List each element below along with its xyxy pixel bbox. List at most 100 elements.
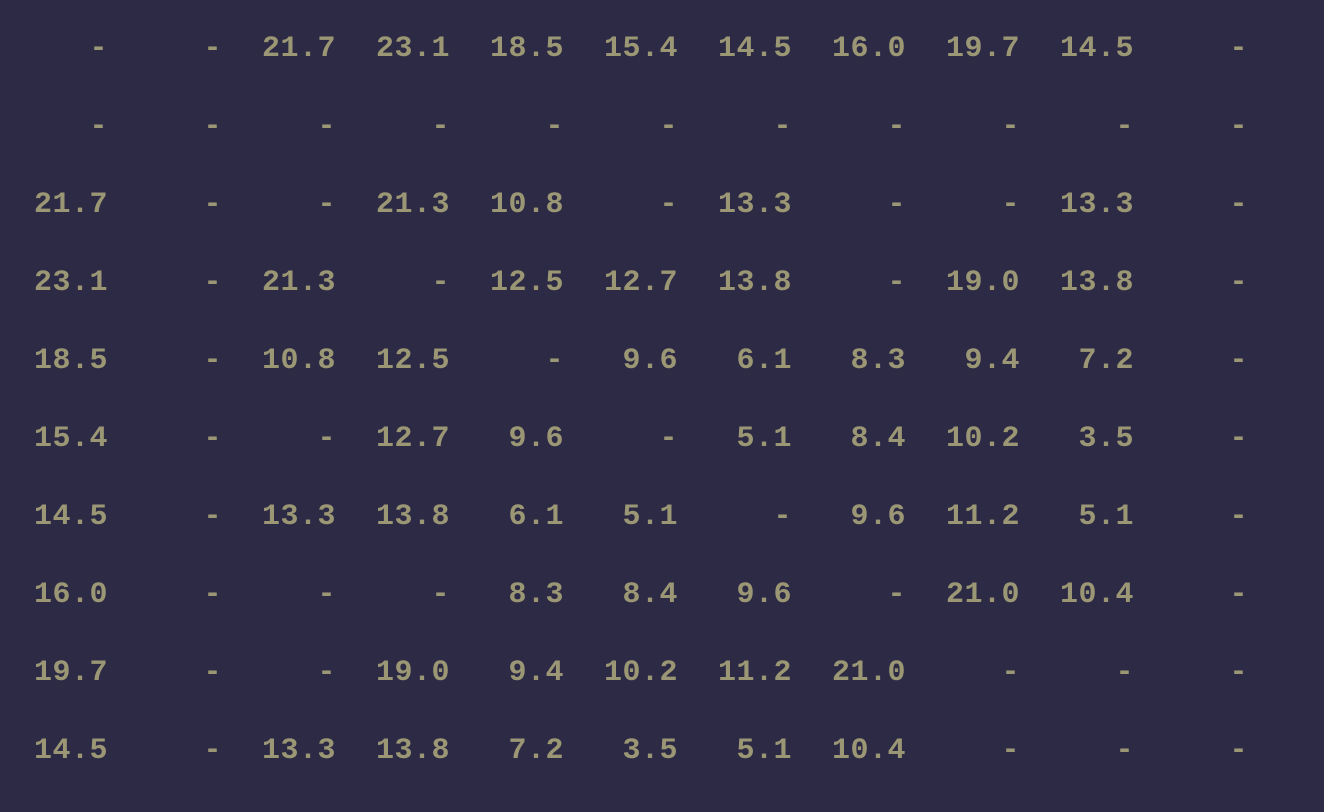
matrix-cell: - — [1144, 32, 1258, 66]
matrix-cell: - — [460, 344, 574, 378]
matrix-cell: 9 — [1258, 578, 1324, 612]
matrix-cell: 8.4 — [802, 422, 916, 456]
matrix-cell: 18.5 — [460, 32, 574, 66]
matrix-cell: 21.3 — [346, 188, 460, 222]
matrix-cell: 19.0 — [346, 656, 460, 690]
matrix-cell: - — [1144, 500, 1258, 534]
matrix-cell: 6.1 — [688, 344, 802, 378]
matrix-cell: - — [1144, 422, 1258, 456]
matrix-cell: 12.7 — [574, 266, 688, 300]
matrix-cell: - — [460, 110, 574, 144]
matrix-cell: 10.2 — [574, 656, 688, 690]
matrix-cell: 11.2 — [688, 656, 802, 690]
matrix-cell: 13.8 — [1030, 266, 1144, 300]
matrix-cell: 15.4 — [4, 422, 118, 456]
matrix-cell: 8.3 — [802, 344, 916, 378]
matrix-cell: 13.8 — [346, 734, 460, 768]
matrix-cell: - — [916, 734, 1030, 768]
matrix-cell: 12 — [1258, 656, 1324, 690]
matrix-cell: 13.3 — [232, 734, 346, 768]
matrix-cell: 13.3 — [1030, 188, 1144, 222]
matrix-cell: - — [802, 188, 916, 222]
matrix-cell: - — [118, 656, 232, 690]
matrix-cell: 14 — [1258, 188, 1324, 222]
matrix-cell: 9.6 — [574, 344, 688, 378]
matrix-cell: 12.5 — [460, 266, 574, 300]
matrix-cell: 14.5 — [1030, 32, 1144, 66]
matrix-row: 18.5-10.812.5-9.66.18.39.47.2-7 — [4, 344, 1324, 422]
matrix-cell: 9 — [1258, 500, 1324, 534]
matrix-cell: 9.4 — [916, 344, 1030, 378]
matrix-cell: 7 — [1258, 344, 1324, 378]
matrix-cell: - — [1030, 734, 1144, 768]
matrix-row: --21.723.118.515.414.516.019.714.5-16 — [4, 32, 1324, 110]
matrix-cell: 14.5 — [688, 32, 802, 66]
matrix-cell: - — [1144, 110, 1258, 144]
matrix-cell: - — [1144, 266, 1258, 300]
matrix-cell: 3.5 — [574, 734, 688, 768]
matrix-cell: - — [802, 578, 916, 612]
matrix-cell: - — [118, 266, 232, 300]
matrix-cell: - — [118, 32, 232, 66]
matrix-cell: - — [4, 110, 118, 144]
matrix-cell: 5.1 — [1030, 500, 1144, 534]
matrix-cell: 9.6 — [802, 500, 916, 534]
matrix-cell: 21.7 — [232, 32, 346, 66]
matrix-cell: - — [118, 188, 232, 222]
matrix-cell: - — [574, 422, 688, 456]
matrix-cell: - — [118, 110, 232, 144]
matrix-cell: - — [4, 32, 118, 66]
matrix-cell: 21.7 — [4, 188, 118, 222]
matrix-cell: 10.8 — [232, 344, 346, 378]
matrix-cell: - — [1144, 656, 1258, 690]
matrix-cell: - — [346, 110, 460, 144]
matrix-cell: 7.2 — [1030, 344, 1144, 378]
matrix-cell: 16 — [1258, 32, 1324, 66]
matrix-cell: 10.4 — [1030, 578, 1144, 612]
matrix-cell: - — [688, 110, 802, 144]
matrix-cell: 6.1 — [460, 500, 574, 534]
matrix-cell: - — [232, 656, 346, 690]
matrix-cell: 5.1 — [688, 422, 802, 456]
matrix-cell: - — [574, 188, 688, 222]
matrix-row: 23.1-21.3-12.512.713.8-19.013.8-15 — [4, 266, 1324, 344]
matrix-cell: - — [1144, 578, 1258, 612]
matrix-cell: - — [916, 110, 1030, 144]
matrix-cell: 7.2 — [460, 734, 574, 768]
matrix-cell: 9.4 — [460, 656, 574, 690]
matrix-row: 19.7--19.09.410.211.221.0---12 — [4, 656, 1324, 734]
matrix-cell: - — [232, 578, 346, 612]
matrix-cell: - — [118, 578, 232, 612]
matrix-cell: 21.0 — [802, 656, 916, 690]
matrix-cell: 5.1 — [574, 500, 688, 534]
matrix-cell: - — [688, 500, 802, 534]
distance-matrix: --21.723.118.515.414.516.019.714.5-16---… — [0, 0, 1324, 812]
matrix-cell: 14.5 — [4, 734, 118, 768]
matrix-cell: - — [232, 188, 346, 222]
matrix-cell: 16.0 — [802, 32, 916, 66]
matrix-cell: - — [574, 110, 688, 144]
matrix-cell: 21.3 — [232, 266, 346, 300]
matrix-row: 14.5-13.313.87.23.55.110.4---5 — [4, 734, 1324, 812]
matrix-cell: - — [802, 110, 916, 144]
matrix-cell: 18.5 — [4, 344, 118, 378]
matrix-cell: 16.0 — [4, 578, 118, 612]
matrix-cell: 7 — [1258, 422, 1324, 456]
matrix-cell: - — [1144, 734, 1258, 768]
matrix-cell: - — [118, 422, 232, 456]
matrix-cell: 9.6 — [688, 578, 802, 612]
matrix-cell: 13.8 — [346, 500, 460, 534]
matrix-cell: 14.5 — [4, 500, 118, 534]
matrix-cell: 13.3 — [688, 188, 802, 222]
matrix-row: 15.4--12.79.6-5.18.410.23.5-7 — [4, 422, 1324, 500]
matrix-cell: 9.6 — [460, 422, 574, 456]
matrix-cell: - — [916, 656, 1030, 690]
matrix-cell: 19.7 — [4, 656, 118, 690]
matrix-cell: 12.7 — [346, 422, 460, 456]
matrix-cell: - — [1030, 110, 1144, 144]
matrix-cell: - — [118, 734, 232, 768]
matrix-cell: 15.4 — [574, 32, 688, 66]
matrix-cell: - — [232, 422, 346, 456]
matrix-cell: 10.8 — [460, 188, 574, 222]
matrix-cell: - — [1144, 344, 1258, 378]
